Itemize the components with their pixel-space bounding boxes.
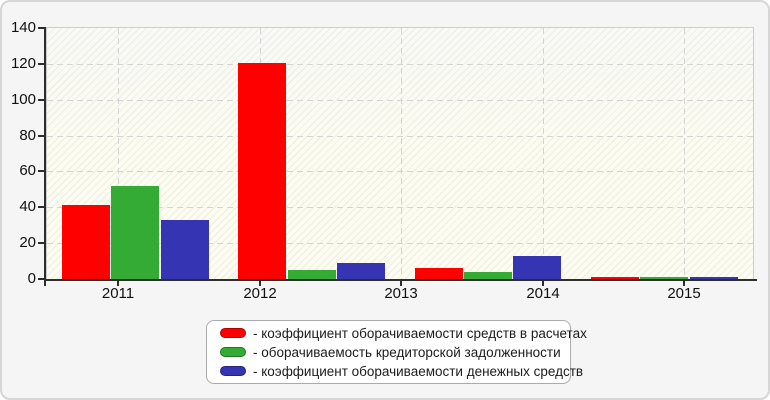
legend-swatch-green xyxy=(220,347,246,357)
y-axis-label: 60 xyxy=(19,162,36,179)
bar-2012-series-0 xyxy=(238,63,286,279)
y-axis-tick xyxy=(38,278,45,280)
x-axis-label: 2011 xyxy=(101,285,135,302)
y-axis-label: 40 xyxy=(19,198,36,215)
y-axis-label: 120 xyxy=(10,55,36,72)
x-axis-label: 2013 xyxy=(384,285,418,302)
legend-item-receivables: - коэффициент оборачиваемости средств в … xyxy=(220,326,587,341)
gridline-horizontal xyxy=(47,207,753,208)
y-axis-label: 0 xyxy=(27,270,36,287)
legend-swatch-red xyxy=(220,328,246,338)
y-axis-label: 100 xyxy=(10,91,36,108)
x-axis-label: 2014 xyxy=(526,285,560,302)
y-axis-tick xyxy=(38,27,45,29)
x-axis-tick xyxy=(683,281,685,286)
y-axis-label: 80 xyxy=(19,127,36,144)
x-axis-tick xyxy=(542,281,544,286)
y-axis-line xyxy=(44,27,46,286)
gridline-horizontal xyxy=(47,100,753,101)
y-axis-tick xyxy=(38,206,45,208)
bar-2014-series-1 xyxy=(640,277,688,279)
gridline-vertical xyxy=(401,28,402,279)
legend-swatch-blue xyxy=(220,366,246,376)
x-axis-line xyxy=(44,279,757,281)
bar-2012-series-1 xyxy=(288,270,336,279)
bar-2013-series-1 xyxy=(464,272,512,279)
gridline-vertical xyxy=(543,28,544,279)
gridline-vertical xyxy=(684,28,685,279)
y-axis-tick xyxy=(38,242,45,244)
bar-2011-series-0 xyxy=(62,205,110,279)
y-axis-tick xyxy=(38,99,45,101)
gridline-vertical xyxy=(118,28,119,279)
x-axis-tick xyxy=(117,281,119,286)
plot-area xyxy=(46,27,754,280)
legend-label: - коэффициент оборачиваемости денежных с… xyxy=(253,363,584,379)
bar-2013-series-0 xyxy=(415,268,463,279)
y-axis-label: 20 xyxy=(19,234,36,251)
bar-2013-series-2 xyxy=(513,256,561,279)
bar-2011-series-2 xyxy=(161,220,209,279)
x-axis-tick xyxy=(259,281,261,286)
y-axis-tick xyxy=(38,135,45,137)
bar-2014-series-2 xyxy=(690,277,738,279)
y-axis-label: 140 xyxy=(10,19,36,36)
y-axis-tick xyxy=(38,170,45,172)
gridline-horizontal xyxy=(47,64,753,65)
bar-2014-series-0 xyxy=(591,277,639,279)
legend: - коэффициент оборачиваемости средств в … xyxy=(206,320,587,384)
x-axis-tick xyxy=(400,281,402,286)
gridline-horizontal xyxy=(47,171,753,172)
x-axis-label: 2015 xyxy=(667,285,701,302)
y-axis-tick xyxy=(38,63,45,65)
gridline-horizontal xyxy=(47,136,753,137)
bar-2012-series-2 xyxy=(337,263,385,279)
legend-item-payables: - оборачиваемость кредиторской задолженн… xyxy=(220,345,570,360)
legend-label: - оборачиваемость кредиторской задолженн… xyxy=(253,344,561,360)
gridline-horizontal xyxy=(47,243,753,244)
legend-label: - коэффициент оборачиваемости средств в … xyxy=(253,325,587,341)
bar-2011-series-1 xyxy=(111,186,159,279)
x-axis-label: 2012 xyxy=(243,285,277,302)
legend-item-cash: - коэффициент оборачиваемости денежных с… xyxy=(220,364,583,379)
